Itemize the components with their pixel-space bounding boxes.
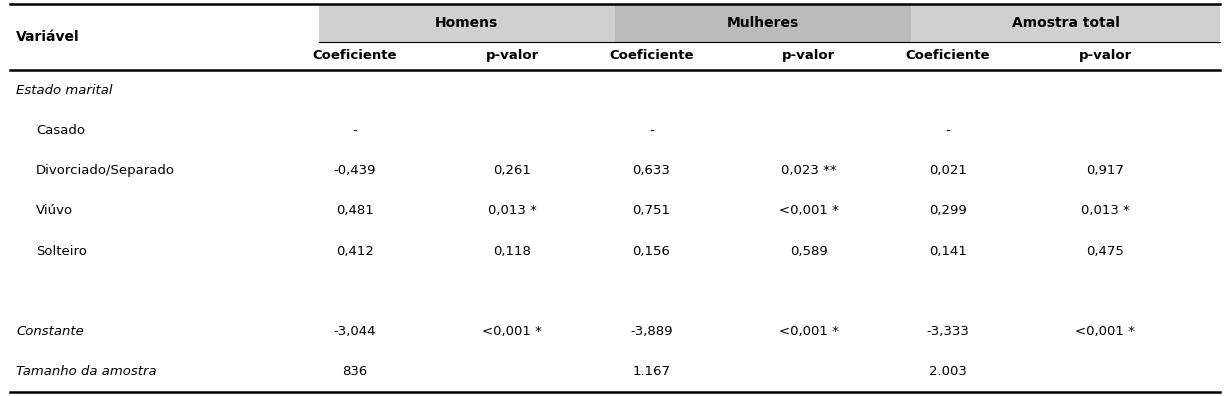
Text: p-valor: p-valor [1078,50,1132,63]
Text: 0,589: 0,589 [789,245,827,258]
Text: 0,023 **: 0,023 ** [781,164,836,177]
Text: <0,001 *: <0,001 * [778,204,838,217]
Text: Coeficiente: Coeficiente [312,50,397,63]
Text: -3,044: -3,044 [334,325,376,338]
Text: Estado marital: Estado marital [16,84,113,97]
Text: 0,156: 0,156 [633,245,671,258]
Text: 0,751: 0,751 [633,204,671,217]
Text: Solteiro: Solteiro [35,245,87,258]
Text: 0,299: 0,299 [929,204,967,217]
Text: 0,633: 0,633 [633,164,671,177]
Text: Coeficiente: Coeficiente [906,50,990,63]
Text: -: - [353,124,357,137]
Bar [318,4,614,42]
Text: 2.003: 2.003 [929,366,967,378]
Text: Divorciado/Separado: Divorciado/Separado [35,164,175,177]
Text: <0,001 *: <0,001 * [1075,325,1135,338]
Text: -3,889: -3,889 [630,325,672,338]
Text: Coeficiente: Coeficiente [610,50,694,63]
Text: Viúvo: Viúvo [35,204,73,217]
Text: 0,118: 0,118 [493,245,531,258]
Text: 0,261: 0,261 [493,164,531,177]
Text: -: - [945,124,950,137]
Text: 0,013 *: 0,013 * [487,204,536,217]
Text: 0,917: 0,917 [1086,164,1124,177]
Text: 0,013 *: 0,013 * [1081,204,1130,217]
Text: Amostra total: Amostra total [1012,16,1120,30]
Text: Homens: Homens [436,16,498,30]
Text: 0,475: 0,475 [1086,245,1124,258]
Text: p-valor: p-valor [486,50,539,63]
Text: p-valor: p-valor [782,50,835,63]
Text: 0,412: 0,412 [335,245,373,258]
Bar [912,4,1220,42]
Text: 1.167: 1.167 [633,366,671,378]
Bar [614,4,912,42]
Text: Casado: Casado [35,124,84,137]
Text: <0,001 *: <0,001 * [482,325,542,338]
Text: 0,481: 0,481 [335,204,373,217]
Text: 836: 836 [343,366,367,378]
Text: <0,001 *: <0,001 * [778,325,838,338]
Text: 0,141: 0,141 [929,245,967,258]
Text: Tamanho da amostra: Tamanho da amostra [16,366,157,378]
Text: -: - [649,124,654,137]
Text: Variável: Variável [16,30,80,44]
Text: -0,439: -0,439 [334,164,376,177]
Text: Mulheres: Mulheres [727,16,799,30]
Text: -3,333: -3,333 [927,325,969,338]
Text: 0,021: 0,021 [929,164,967,177]
Text: Constante: Constante [16,325,83,338]
